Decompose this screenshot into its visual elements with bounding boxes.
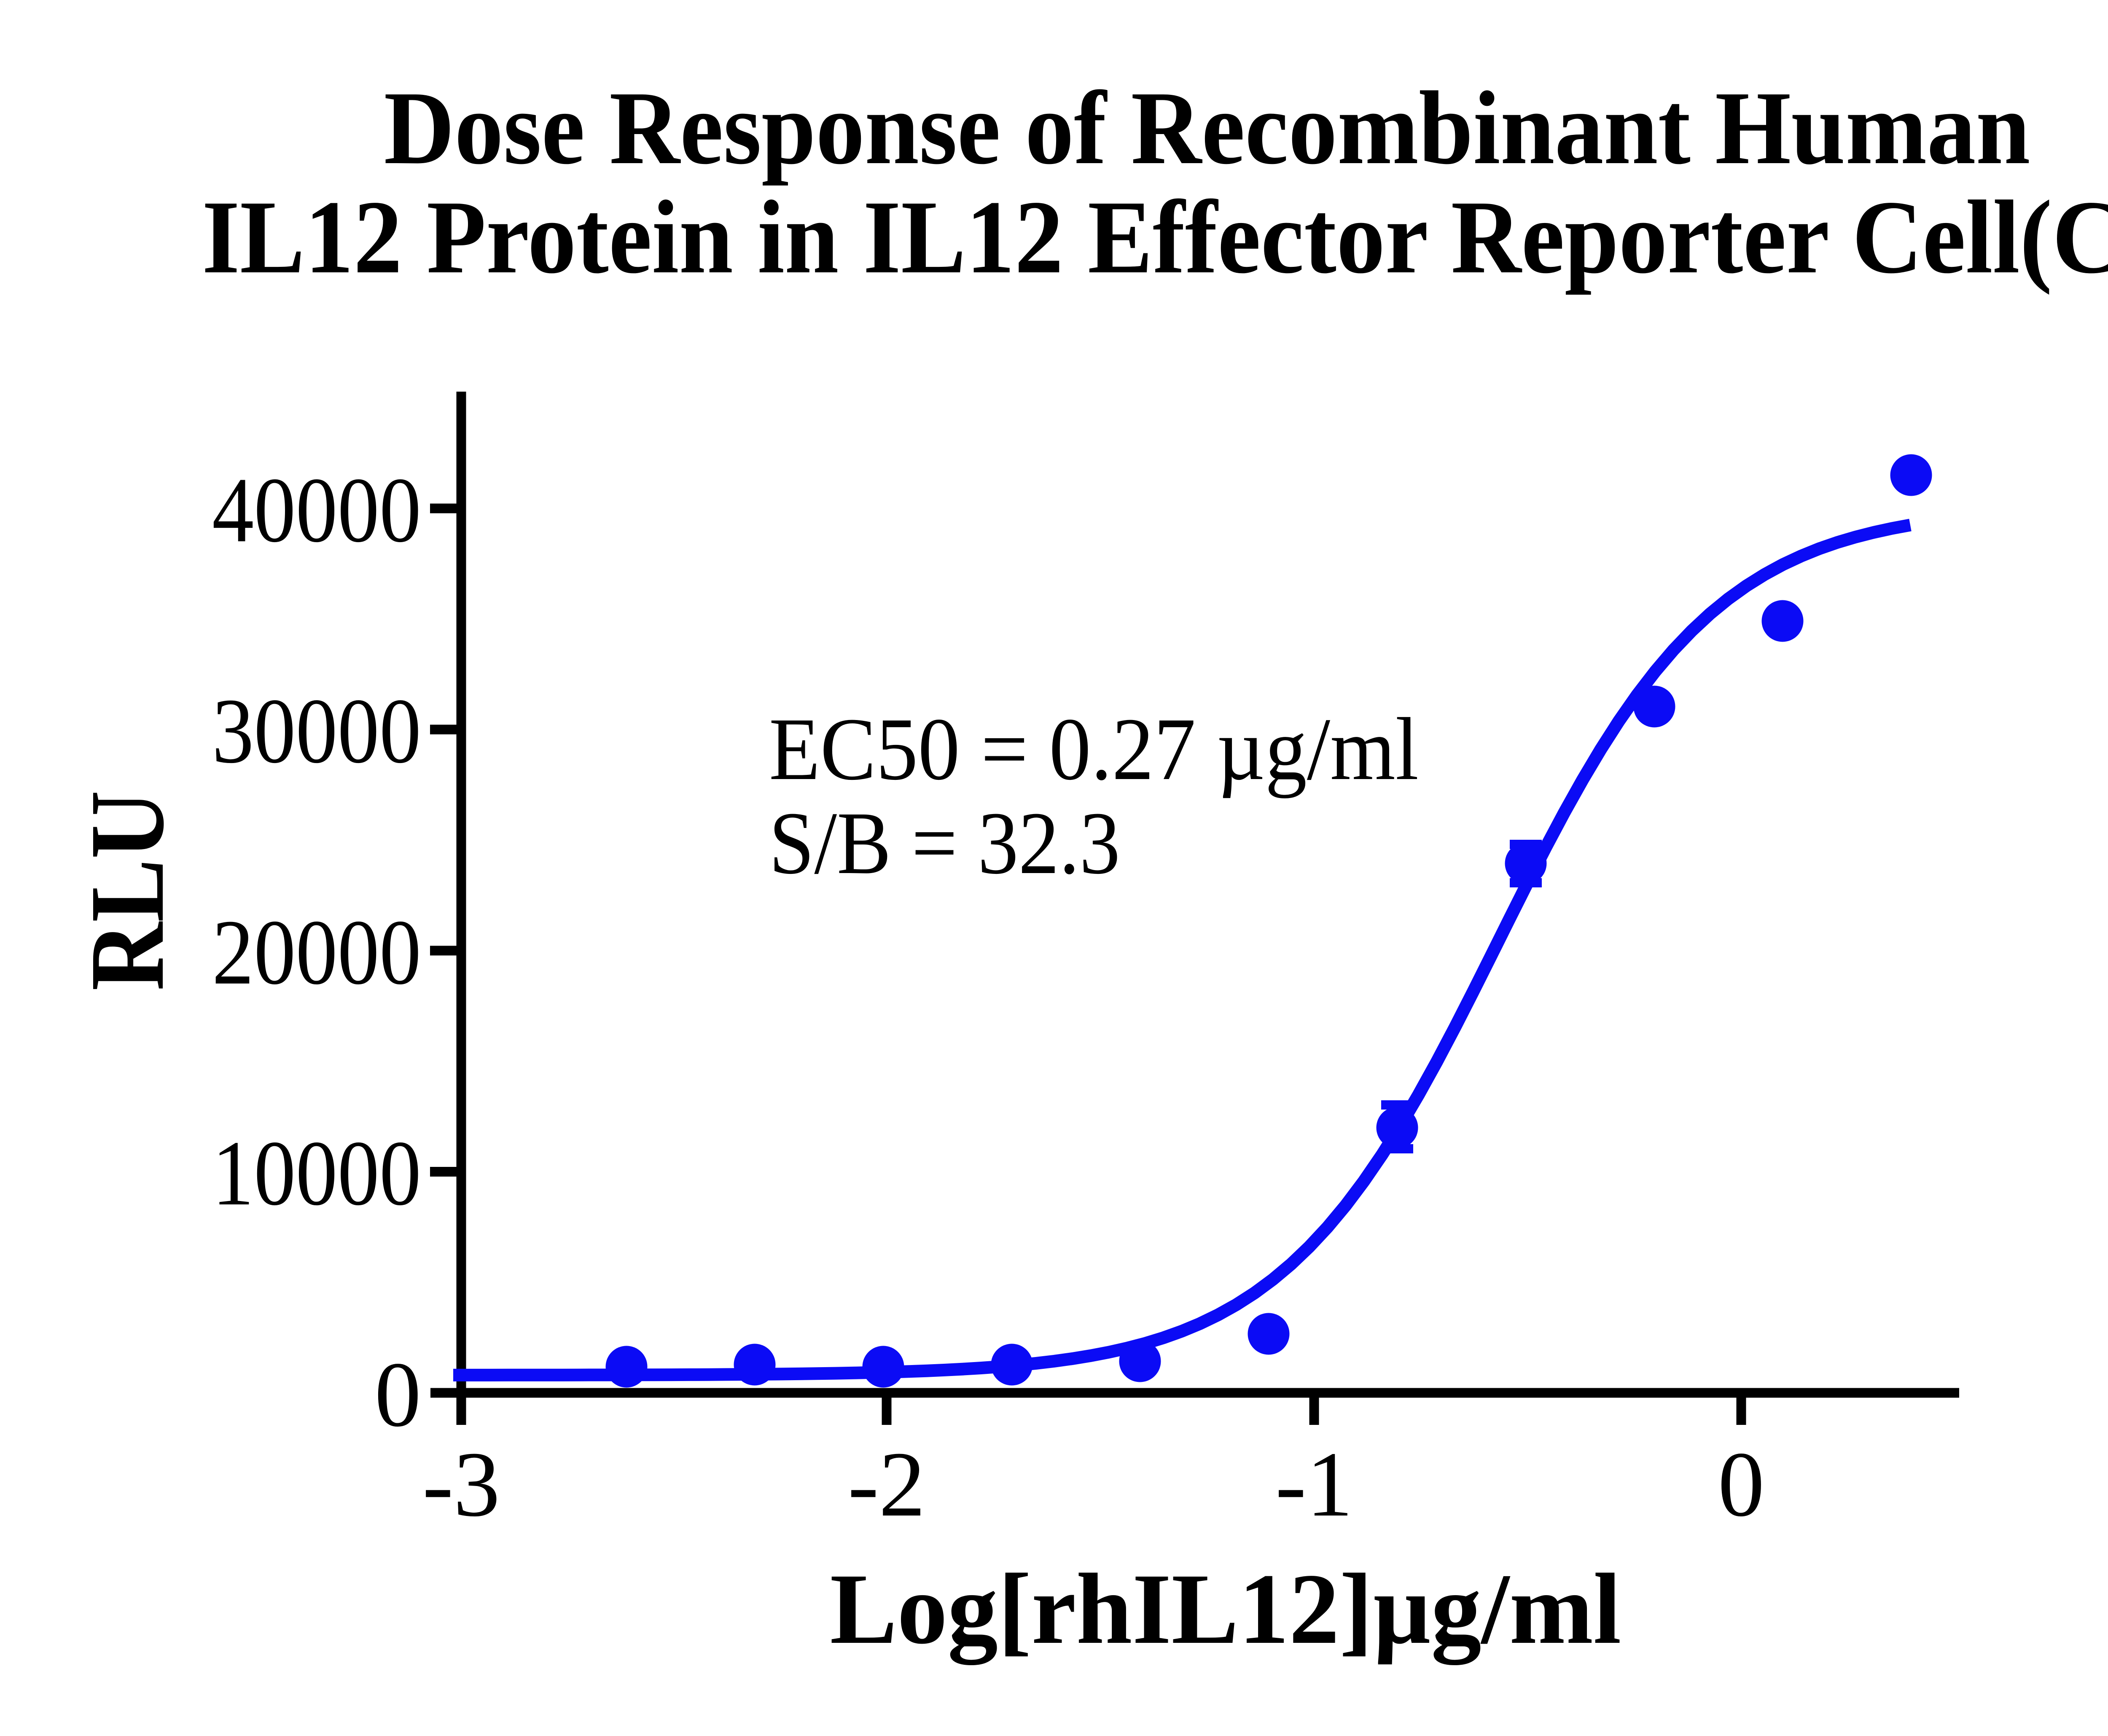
svg-text:EC50 = 0.27 µg/ml: EC50 = 0.27 µg/ml [769, 699, 1419, 798]
svg-text:S/B = 32.3: S/B = 32.3 [769, 793, 1120, 892]
svg-text:Dose Response of Recombinant H: Dose Response of Recombinant Human [384, 70, 2030, 186]
svg-text:-2: -2 [848, 1432, 925, 1536]
svg-text:-1: -1 [1275, 1432, 1353, 1536]
svg-text:0: 0 [1718, 1432, 1765, 1536]
svg-text:RLU: RLU [68, 790, 186, 991]
svg-text:IL12 Protein in IL12 Effector: IL12 Protein in IL12 Effector Reporter C… [202, 179, 2108, 295]
svg-text:0: 0 [375, 1343, 422, 1446]
svg-text:20000: 20000 [212, 900, 421, 1004]
svg-text:10000: 10000 [212, 1121, 421, 1225]
svg-text:Log[rhIL12]µg/ml: Log[rhIL12]µg/ml [830, 1553, 1621, 1665]
svg-text:-3: -3 [422, 1432, 500, 1536]
svg-text:30000: 30000 [212, 679, 421, 782]
svg-text:40000: 40000 [212, 458, 421, 562]
